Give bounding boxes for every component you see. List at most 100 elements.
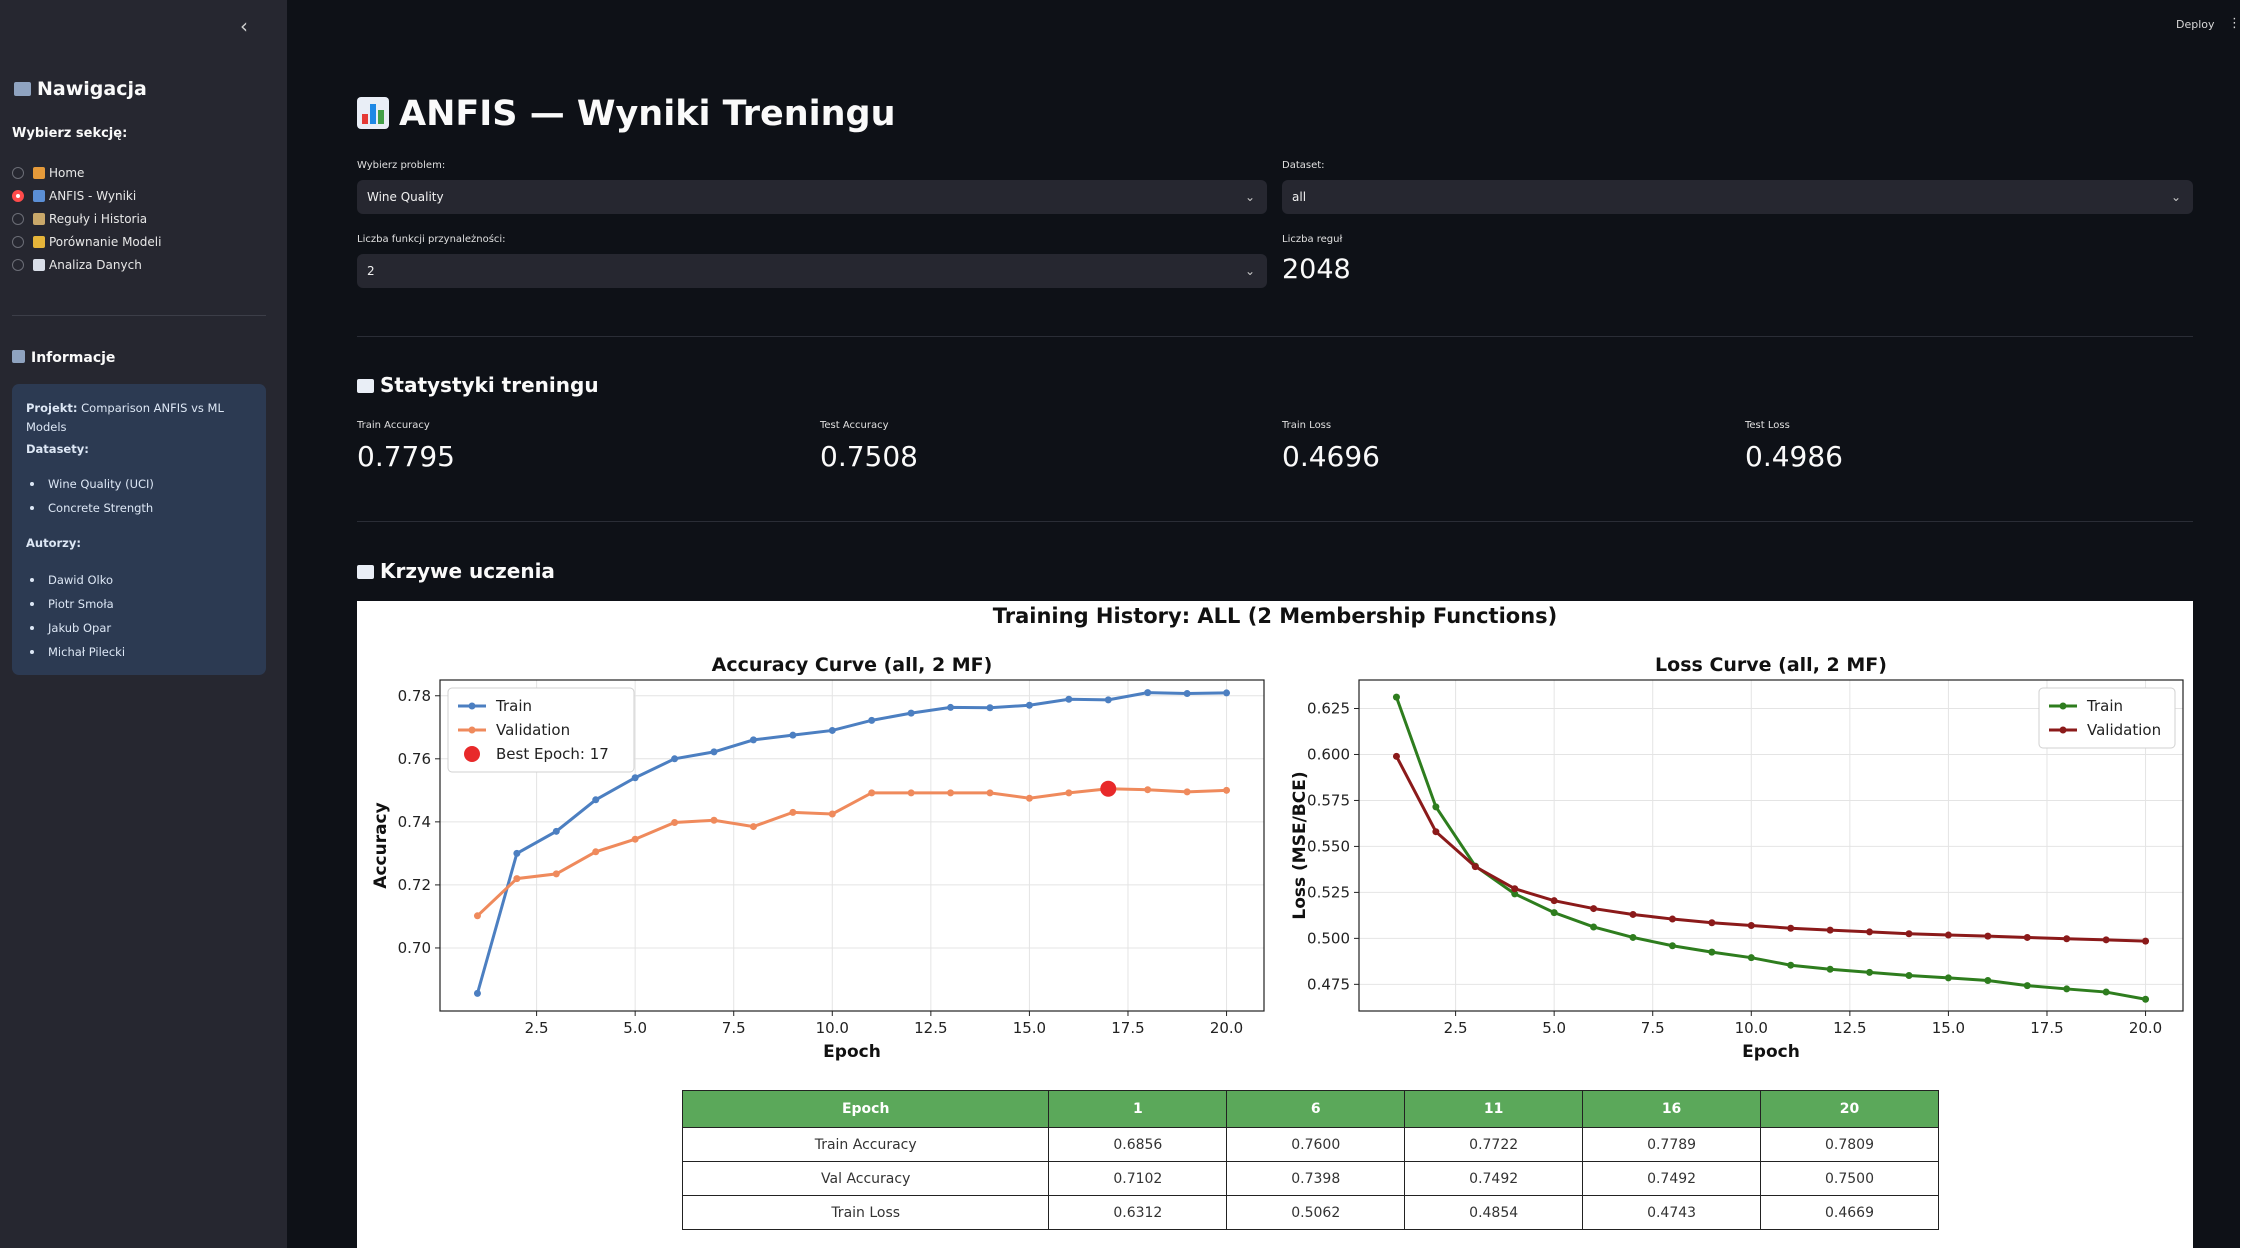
data-point <box>1392 752 1400 760</box>
divider <box>357 521 2193 522</box>
data-point <box>828 726 836 734</box>
training-history-charts: Training History: ALL (2 Membership Func… <box>371 604 2184 1062</box>
stats-title: Statystyki treningu <box>357 373 599 397</box>
metric-value: 0.4986 <box>1745 440 1843 473</box>
best-epoch-marker <box>1100 780 1117 797</box>
x-tick-label: 17.5 <box>1111 1019 1144 1037</box>
data-point <box>1787 924 1795 932</box>
info-title-text: Informacje <box>31 350 116 366</box>
data-point <box>749 736 757 744</box>
project-value-cont: Models <box>26 420 67 434</box>
table-cell: Train Accuracy <box>681 1127 1050 1162</box>
y-tick-label: 0.76 <box>398 750 431 768</box>
radio-icon <box>12 212 24 225</box>
data-point <box>1629 910 1637 918</box>
y-tick-label: 0.550 <box>1307 837 1350 855</box>
problem-label: Wybierz problem: <box>357 160 446 171</box>
mf-select-value: 2 <box>367 264 375 278</box>
data-point <box>671 755 679 763</box>
data-point <box>1432 828 1440 836</box>
rules-count-value: 2048 <box>1282 254 1351 285</box>
sidebar-item-anfis-results[interactable]: ANFIS - Wyniki <box>12 184 161 207</box>
problem-select[interactable]: Wine Quality ⌄ <box>357 180 1267 214</box>
data-point <box>1025 794 1033 802</box>
table-row: Train Accuracy 0.6856 0.7600 0.7722 0.7789 0.… <box>681 1127 1939 1162</box>
sidebar-item-home[interactable]: Home <box>12 161 161 184</box>
deploy-button[interactable]: Deploy <box>2176 18 2215 31</box>
radio-icon <box>12 166 24 179</box>
data-point <box>789 731 797 739</box>
x-tick-label: 5.0 <box>623 1019 647 1037</box>
map-icon <box>14 82 31 96</box>
scale-icon <box>33 235 45 248</box>
x-tick-label: 10.0 <box>1735 1019 1768 1037</box>
data-point <box>1183 788 1191 796</box>
dataset-select[interactable]: all ⌄ <box>1282 180 2193 214</box>
series-line <box>476 691 1227 994</box>
data-point <box>1144 689 1152 697</box>
sidebar-item-label: Reguły i Historia <box>49 211 148 226</box>
mf-select[interactable]: 2 ⌄ <box>357 254 1267 288</box>
data-point <box>1550 909 1558 917</box>
table-cell: 0.7102 <box>1048 1161 1228 1196</box>
trend-up-icon <box>357 379 374 393</box>
data-point <box>1984 932 1992 940</box>
data-point <box>710 748 718 756</box>
epoch-summary-table: Epoch 1 6 11 16 20 Train Accuracy 0.6856 0.7600… <box>681 1090 1939 1230</box>
data-point <box>473 989 481 997</box>
chevron-down-icon: ⌄ <box>1244 264 1255 278</box>
metric-label: Test Loss <box>1745 420 1790 431</box>
data-point <box>2102 988 2110 996</box>
data-point <box>513 849 521 857</box>
x-axis-label: Epoch <box>1742 1042 1800 1062</box>
data-point <box>631 774 639 782</box>
data-point <box>1944 974 1952 982</box>
page-title-text: ANFIS — Wyniki Treningu <box>399 94 896 134</box>
sidebar-item-model-comparison[interactable]: Porównanie Modeli <box>12 230 161 253</box>
sidebar-divider <box>12 315 266 316</box>
kebab-menu-icon[interactable]: ⋮ <box>2228 16 2241 31</box>
dataset-item: Wine Quality (UCI) <box>30 477 154 491</box>
page-title: ANFIS — Wyniki Treningu <box>357 94 896 134</box>
legend-marker <box>468 726 476 734</box>
window-edge <box>0 1248 2246 1252</box>
sidebar-item-rules-history[interactable]: Reguły i Historia <box>12 207 161 230</box>
data-point <box>2063 985 2071 993</box>
y-tick-label: 0.575 <box>1307 791 1350 809</box>
x-tick-label: 15.0 <box>1013 1019 1046 1037</box>
data-point <box>1866 928 1874 936</box>
plot-frame <box>439 679 1265 1012</box>
sidebar: ‹ Nawigacja Wybierz sekcję: Home ANFIS -… <box>0 0 287 1252</box>
info-icon <box>12 350 25 363</box>
data-point <box>1708 948 1716 956</box>
table-cell: 0.4669 <box>1760 1195 1939 1230</box>
data-point <box>631 835 639 843</box>
collapse-sidebar-button[interactable]: ‹ <box>240 14 248 38</box>
legend-label: Train <box>495 697 532 715</box>
metric-value: 0.7795 <box>357 440 455 473</box>
legend-marker <box>468 702 476 710</box>
x-tick-label: 7.5 <box>722 1019 746 1037</box>
sidebar-item-data-analysis[interactable]: Analiza Danych <box>12 253 161 276</box>
table-row: Train Loss 0.6312 0.5062 0.4854 0.4743 0.4669 <box>681 1195 1939 1230</box>
x-tick-label: 12.5 <box>1833 1019 1866 1037</box>
sidebar-item-label: ANFIS - Wyniki <box>49 188 137 203</box>
data-point <box>1104 696 1112 704</box>
table-cell: 0.4743 <box>1582 1195 1762 1230</box>
legend-marker <box>2059 726 2067 734</box>
figure-suptitle: Training History: ALL (2 Membership Func… <box>993 604 1558 628</box>
data-point <box>552 827 560 835</box>
series-line <box>1395 696 2146 1001</box>
table-cell: 0.7809 <box>1760 1127 1939 1162</box>
data-point <box>552 870 560 878</box>
metric-value: 0.4696 <box>1282 440 1380 473</box>
project-label: Projekt: <box>26 401 78 415</box>
data-point <box>1944 931 1952 939</box>
table-header-row: Epoch 1 6 11 16 20 <box>681 1090 1939 1128</box>
y-tick-label: 0.525 <box>1307 883 1350 901</box>
legend-box <box>447 687 635 773</box>
table-header-cell: Epoch <box>681 1090 1050 1128</box>
trend-down-icon <box>357 565 374 579</box>
y-axis-label: Accuracy <box>371 802 391 888</box>
curves-title-text: Krzywe uczenia <box>380 559 555 583</box>
